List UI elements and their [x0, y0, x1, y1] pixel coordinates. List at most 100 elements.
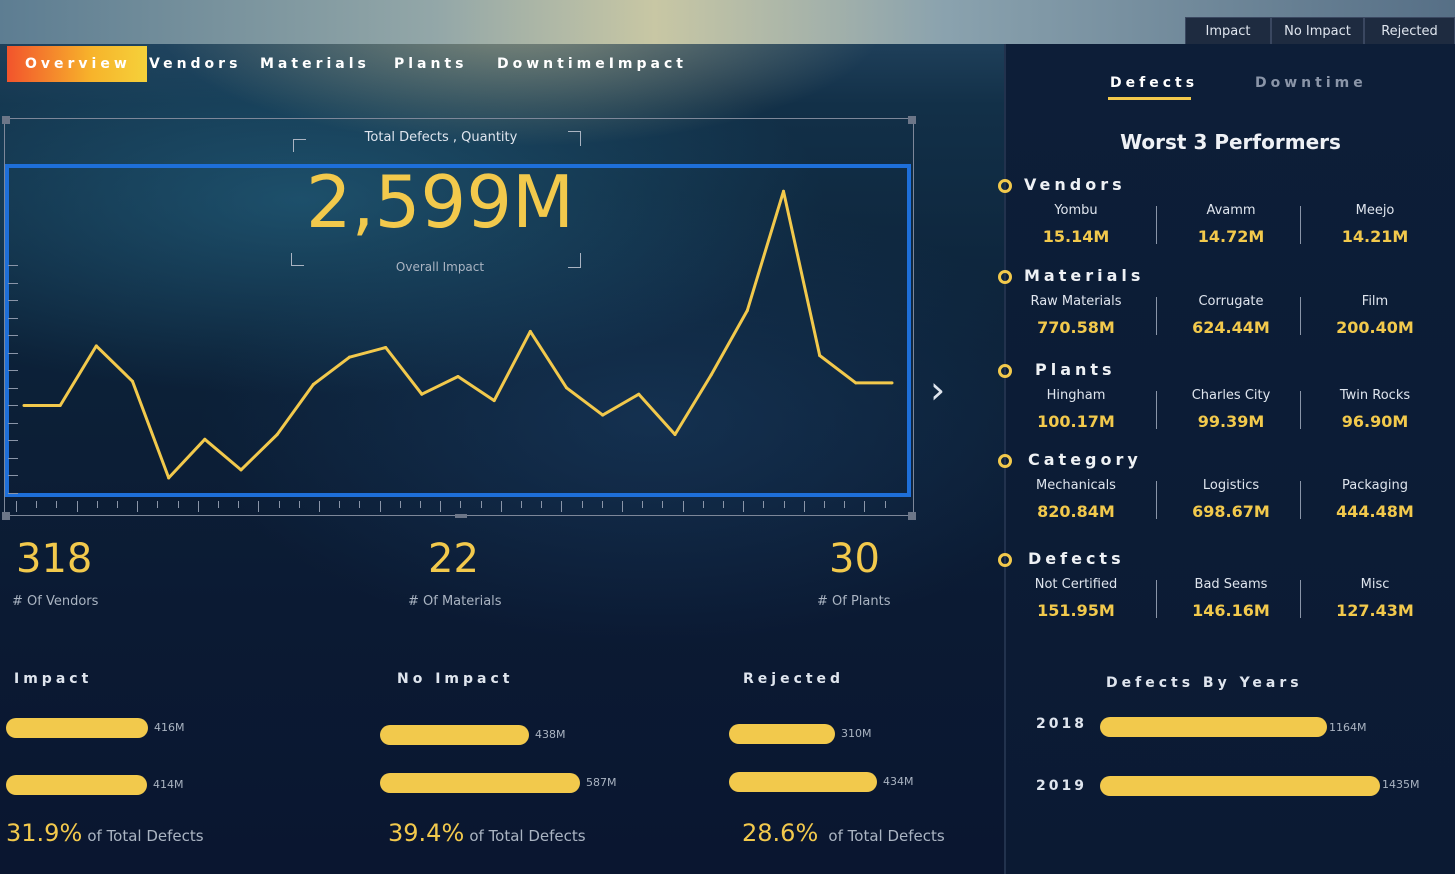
bar-value-label: 416M [154, 721, 185, 734]
column-divider [1156, 297, 1157, 335]
axis-tick [8, 422, 18, 424]
bar-value-label: 310M [841, 727, 872, 740]
axis-tick [8, 282, 18, 284]
overall-impact-label: Overall Impact [395, 260, 485, 274]
impact-filter-button[interactable]: Impact [1185, 17, 1271, 45]
axis-tick [460, 501, 462, 508]
axis-tick [844, 501, 846, 508]
year-label: 2018 [1036, 716, 1087, 732]
axis-tick [763, 501, 765, 508]
axis-tick [379, 501, 381, 512]
tab-downtime[interactable]: Downtime [1255, 75, 1367, 91]
axis-tick [622, 501, 623, 512]
performer-name: Mechanicals [1036, 478, 1116, 493]
axis-tick [884, 501, 886, 508]
rejected-percent: 28.6% of Total Defects [742, 819, 945, 847]
impact-bar[interactable] [6, 718, 148, 738]
axis-tick [36, 501, 38, 508]
resize-handle[interactable] [908, 116, 916, 124]
chart-title: Total Defects , Quantity [364, 130, 518, 145]
percent-value: 39.4% [388, 819, 465, 847]
focus-bracket [568, 131, 581, 146]
performer-name: Raw Materials [1030, 294, 1122, 309]
axis-tick [157, 501, 159, 508]
data-point [420, 392, 424, 396]
category-bullet-icon [998, 553, 1012, 567]
column-divider [1300, 481, 1301, 519]
next-page-arrow[interactable]: › [930, 368, 946, 412]
tab-plants[interactable]: Plants [394, 56, 468, 72]
column-divider [1156, 481, 1157, 519]
bar-value-label: 434M [883, 775, 914, 788]
category-title: Defects [1028, 549, 1125, 568]
percent-value: 31.9% [6, 819, 83, 847]
data-point [854, 381, 858, 385]
resize-handle[interactable] [2, 512, 10, 520]
axis-tick [359, 501, 361, 508]
axis-tick [8, 405, 18, 406]
data-point [782, 189, 785, 193]
data-point [94, 344, 98, 348]
performer-value: 820.84M [1037, 502, 1115, 521]
axis-tick [8, 457, 18, 459]
category-bullet-icon [998, 364, 1012, 378]
axis-tick [480, 501, 482, 508]
data-point [745, 308, 749, 312]
axis-tick [8, 370, 18, 371]
performer-value: 624.44M [1192, 318, 1270, 337]
axis-tick [601, 501, 603, 508]
rejected-bar[interactable] [729, 772, 877, 792]
axis-tick [56, 501, 58, 508]
performer-value: 99.39M [1197, 412, 1265, 431]
tab-defects[interactable]: Defects [1110, 75, 1199, 91]
data-point [131, 379, 134, 383]
axis-tick [278, 501, 280, 508]
performer-name: Hingham [1046, 388, 1106, 403]
impact-bar[interactable] [6, 775, 147, 795]
performer-name: Corrugate [1198, 294, 1264, 309]
resize-handle[interactable] [2, 116, 10, 124]
year-2018-bar[interactable] [1100, 717, 1327, 737]
axis-tick [319, 501, 320, 512]
bar-value-label: 438M [535, 728, 566, 741]
no-impact-bar[interactable] [380, 725, 529, 745]
no-impact-filter-button[interactable]: No Impact [1271, 17, 1364, 45]
rejected-bar[interactable] [729, 724, 835, 744]
axis-tick [8, 440, 18, 441]
category-title: Plants [1035, 360, 1116, 379]
axis-tick [8, 300, 18, 301]
axis-tick [783, 501, 785, 508]
tab-overview[interactable]: Overview [7, 46, 147, 82]
data-point [348, 355, 351, 359]
tab-vendors[interactable]: Vendors [149, 56, 242, 72]
data-point [58, 403, 62, 407]
performer-value: 146.16M [1192, 601, 1270, 620]
focus-bracket [568, 253, 581, 268]
axis-tick [682, 501, 684, 512]
axis-tick [420, 501, 421, 508]
kpi-vendors-label: # Of Vendors [12, 594, 99, 609]
tab-downtime-impact[interactable]: DowntimeImpact [497, 56, 687, 72]
tab-materials[interactable]: Materials [260, 56, 370, 72]
rejected-filter-button[interactable]: Rejected [1364, 17, 1455, 45]
selected-line-chart[interactable] [5, 164, 911, 497]
axis-tick [440, 501, 442, 512]
performer-value: 444.48M [1336, 502, 1414, 521]
column-divider [1156, 206, 1157, 244]
performer-value: 770.58M [1037, 318, 1115, 337]
performer-name: Avamm [1206, 203, 1256, 218]
performer-value: 200.40M [1336, 318, 1414, 337]
impact-percent: 31.9% of Total Defects [6, 819, 204, 847]
axis-tick [702, 501, 704, 508]
no-impact-bar[interactable] [380, 773, 580, 793]
axis-tick [8, 352, 18, 354]
resize-handle[interactable] [455, 514, 467, 518]
year-2019-bar[interactable] [1100, 776, 1380, 796]
line-chart-svg [22, 189, 894, 480]
resize-handle[interactable] [908, 512, 916, 520]
kpi-plants-label: # Of Plants [817, 594, 891, 609]
axis-tick [8, 265, 18, 266]
column-divider [1300, 391, 1301, 429]
performer-name: Film [1361, 294, 1389, 309]
axis-tick [177, 501, 179, 508]
